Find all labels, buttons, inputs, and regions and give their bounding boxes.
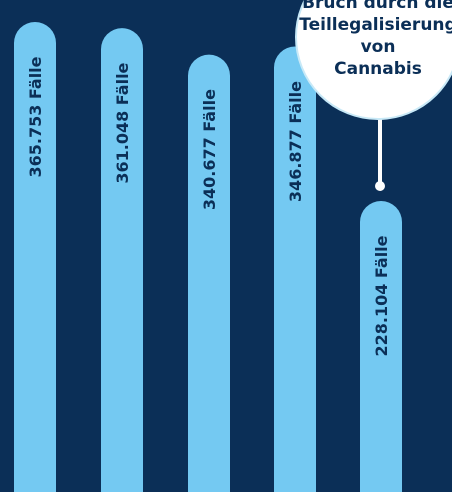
annotation-dot (375, 181, 385, 191)
bar-1 (14, 22, 56, 492)
bar-4 (274, 46, 316, 492)
bar-label-5: 228.104 Fälle (372, 235, 391, 356)
bar-label-4: 346.877 Fälle (286, 81, 305, 202)
annotation-line-2: Teillegalisierung (299, 15, 452, 35)
annotation-line-1: Bruch durch die (302, 0, 452, 13)
annotation-line-4: Cannabis (334, 59, 422, 79)
annotation-line-3: von (361, 37, 396, 57)
annotation-bubble (295, 0, 452, 120)
bar-2 (101, 28, 143, 492)
annotation-text: Bruch durch die Teillegalisierung von Canna… (299, 0, 452, 79)
bar-label-3: 340.677 Fälle (200, 89, 219, 210)
bar-label-1: 365.753 Fälle (26, 56, 45, 177)
bar-5 (360, 201, 402, 492)
bar-3 (188, 54, 230, 492)
bar-label-2: 361.048 Fälle (113, 62, 132, 183)
